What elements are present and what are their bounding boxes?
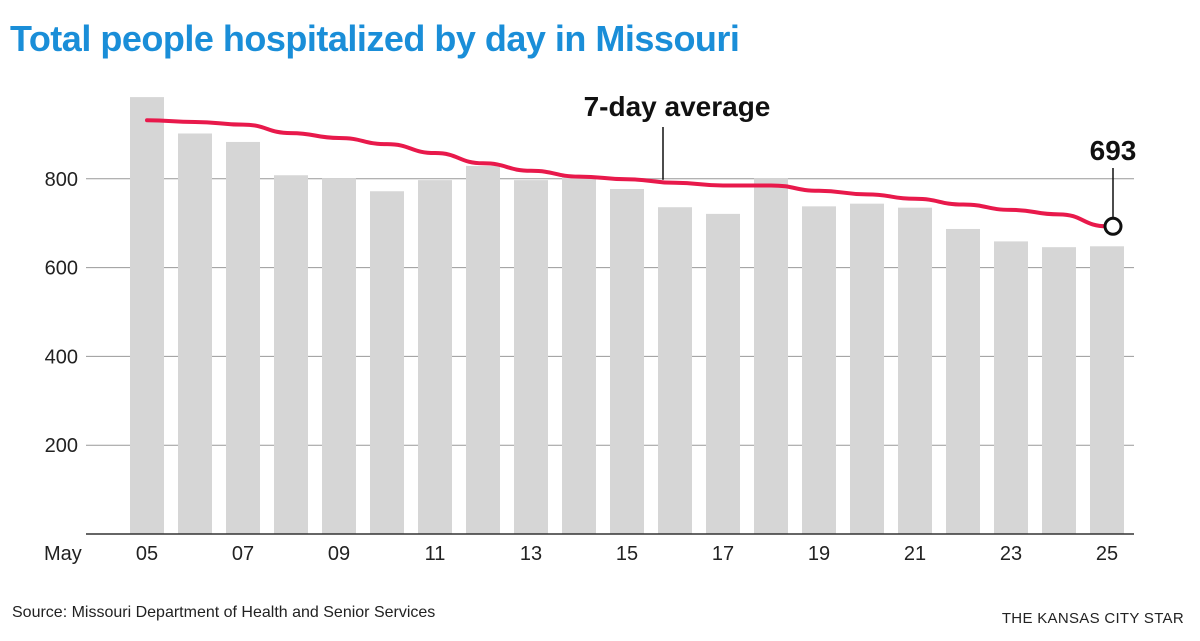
chart-title: Total people hospitalized by day in Miss… (10, 18, 740, 59)
annotations: 7-day average 693 (584, 91, 1137, 236)
bar-16 (658, 207, 692, 534)
bar-22 (946, 228, 980, 535)
bar-21 (898, 207, 932, 534)
end-value-marker (1103, 216, 1123, 236)
x-tick-label: 07 (232, 543, 254, 565)
bar-25 (1090, 246, 1124, 534)
bar-11 (418, 180, 452, 534)
x-tick-label: 21 (904, 543, 926, 565)
x-tick-label: 17 (712, 543, 734, 565)
bar-23 (994, 241, 1028, 535)
x-tick-label: 05 (136, 543, 158, 565)
bar-17 (706, 213, 740, 534)
bar-07 (226, 141, 260, 534)
average-label: 7-day average (584, 91, 771, 122)
x-tick-label: 19 (808, 543, 830, 565)
x-tick-label: 11 (425, 543, 446, 565)
y-axis-ticks: 200 400 600 800 (45, 169, 78, 457)
x-tick-label: 23 (1000, 543, 1022, 565)
x-axis-month-label: May (44, 543, 82, 565)
bars (130, 97, 1124, 535)
bar-14 (562, 177, 596, 535)
bar-12 (466, 165, 500, 534)
bar-06 (178, 133, 212, 534)
bar-20 (850, 203, 884, 534)
y-tick-label: 400 (45, 346, 78, 368)
bar-09 (322, 178, 356, 534)
x-tick-label: 15 (616, 543, 638, 565)
bar-19 (802, 206, 836, 534)
seven-day-average-line (145, 118, 1109, 229)
y-tick-label: 800 (45, 169, 78, 191)
bar-15 (610, 189, 644, 534)
bar-08 (274, 175, 308, 535)
y-tick-label: 600 (45, 258, 78, 280)
bar-18 (754, 178, 788, 534)
y-tick-label: 200 (45, 435, 78, 457)
brand-name: THE KANSAS CITY STAR (1001, 610, 1184, 627)
x-tick-label: 13 (520, 543, 542, 565)
bar-24 (1042, 247, 1076, 534)
source-note: Source: Missouri Department of Health an… (12, 604, 436, 621)
bar-10 (370, 191, 404, 534)
x-axis-ticks: May 05 07 09 11 13 15 17 19 21 23 25 (44, 543, 1118, 565)
end-value-label: 693 (1090, 135, 1137, 166)
x-tick-label: 25 (1096, 543, 1118, 565)
bar-13 (514, 180, 548, 534)
average-line-group (145, 118, 1109, 229)
bar-05 (130, 97, 164, 534)
x-tick-label: 09 (328, 543, 350, 565)
